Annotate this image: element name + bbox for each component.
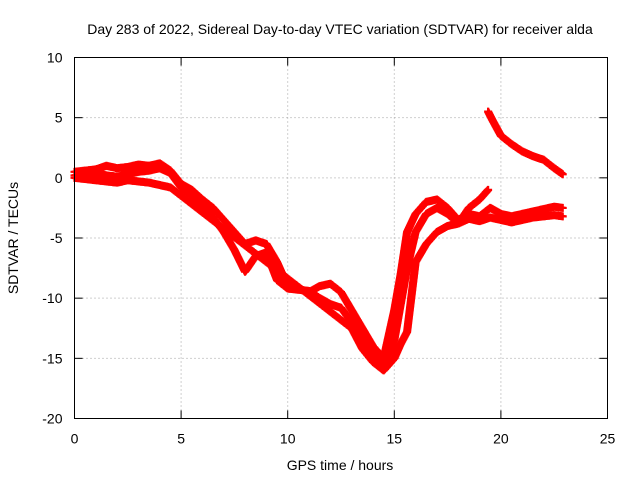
tick-labels: 0 5 10 15 20 25 -20 -15 -10 -5 0 5 10 — [42, 50, 615, 447]
series-track-c — [70, 173, 493, 375]
data-point-marker — [558, 170, 567, 179]
x-axis-label: GPS time / hours — [287, 457, 394, 473]
y-tick-label: -5 — [50, 230, 63, 246]
y-tick-label: 10 — [47, 50, 63, 66]
axis-ticks — [74, 57, 608, 419]
data-points — [70, 107, 567, 375]
y-tick-label: 0 — [55, 170, 63, 186]
y-tick-label: -15 — [42, 350, 62, 366]
data-point-marker — [484, 185, 493, 194]
series-track-b — [70, 164, 567, 369]
grid-lines — [74, 57, 608, 419]
y-tick-label: -10 — [42, 290, 62, 306]
x-tick-label: 5 — [177, 431, 185, 447]
x-tick-label: 0 — [71, 431, 79, 447]
data-point-marker — [558, 203, 567, 212]
x-tick-label: 20 — [493, 431, 509, 447]
data-point-marker — [558, 212, 567, 221]
plot-frame — [74, 57, 608, 419]
x-tick-label: 25 — [600, 431, 616, 447]
series-track-a — [70, 159, 567, 363]
x-tick-label: 15 — [387, 431, 403, 447]
y-axis-label: SDTVAR / TECUs — [5, 182, 21, 294]
chart-title: Day 283 of 2022, Sidereal Day-to-day VTE… — [87, 21, 593, 37]
series-track-d — [484, 107, 567, 179]
y-tick-label: -20 — [42, 411, 62, 427]
y-tick-label: 5 — [55, 110, 63, 126]
x-tick-label: 10 — [280, 431, 296, 447]
